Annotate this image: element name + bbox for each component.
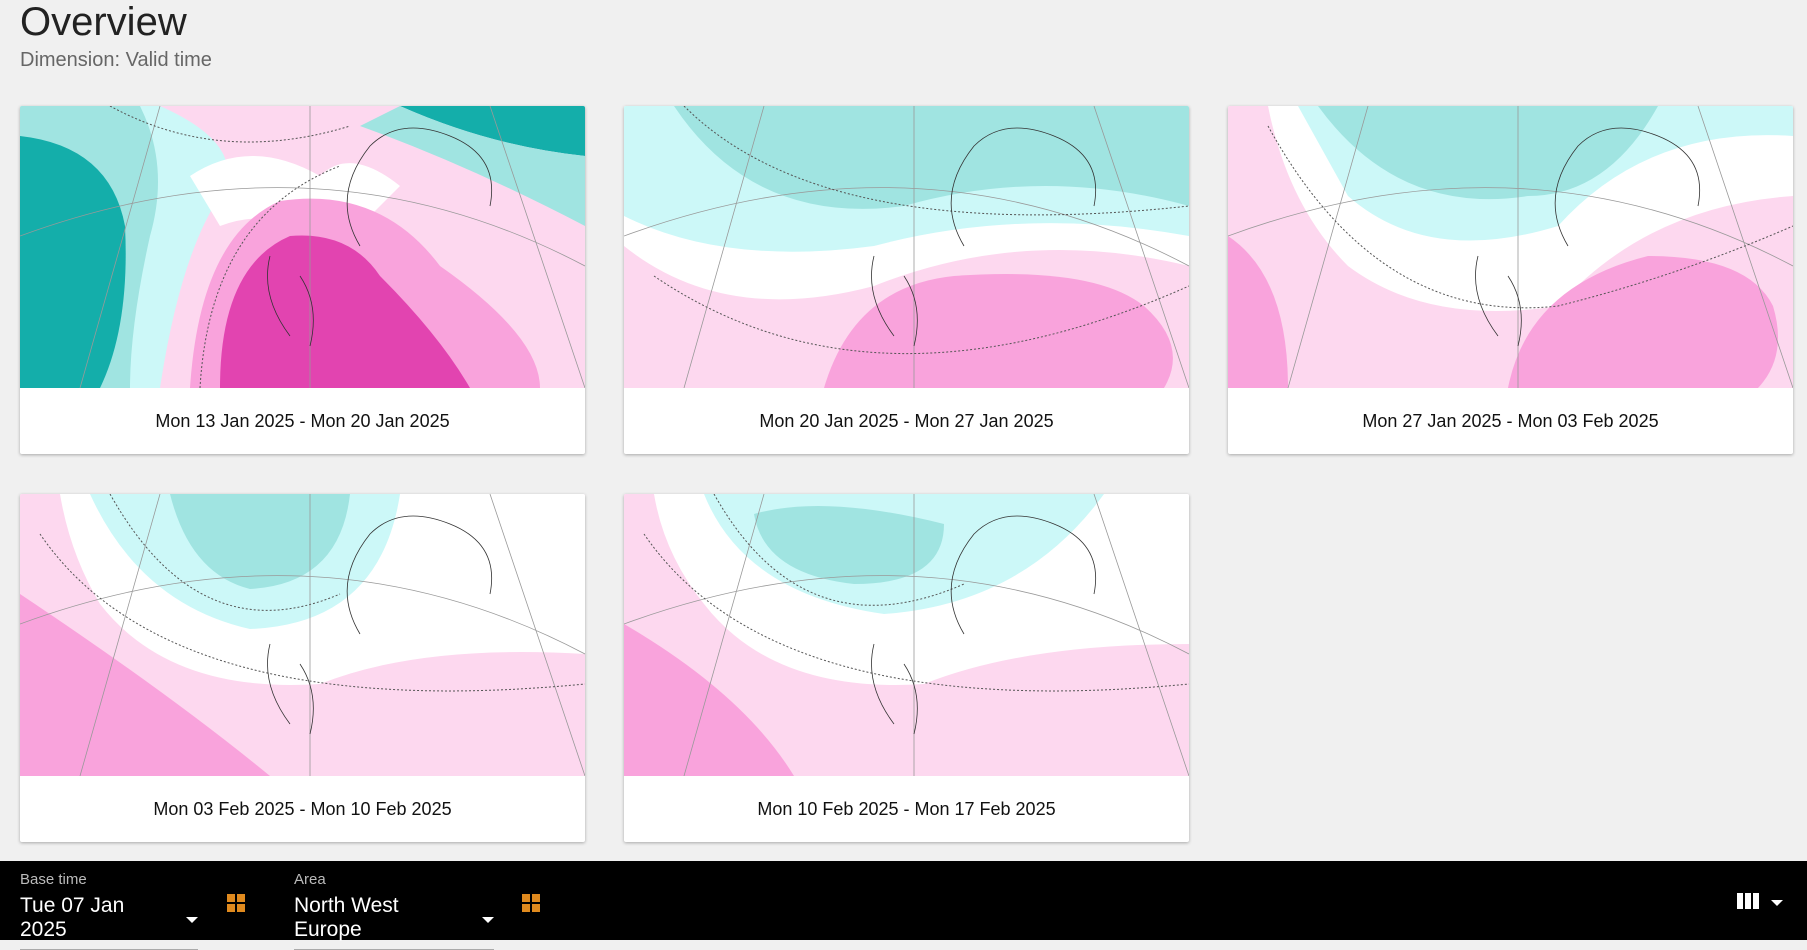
page-subtitle: Dimension: Valid time (20, 49, 212, 71)
map-image (20, 494, 585, 776)
map-image (624, 494, 1189, 776)
grid-icon[interactable] (522, 894, 540, 912)
area-label: Area (294, 871, 326, 888)
columns-icon[interactable] (1737, 893, 1759, 909)
base-time-field: Base time Tue 07 Jan 2025 (20, 871, 198, 950)
map-card[interactable]: Mon 13 Jan 2025 - Mon 20 Jan 2025 (20, 106, 585, 454)
chevron-down-icon (482, 916, 494, 923)
map-card[interactable]: Mon 20 Jan 2025 - Mon 27 Jan 2025 (624, 106, 1189, 454)
card-caption: Mon 03 Feb 2025 - Mon 10 Feb 2025 (153, 798, 452, 819)
base-time-value: Tue 07 Jan 2025 (20, 894, 125, 941)
map-card[interactable]: Mon 10 Feb 2025 - Mon 17 Feb 2025 (624, 494, 1189, 842)
card-caption: Mon 13 Jan 2025 - Mon 20 Jan 2025 (155, 410, 450, 431)
chevron-down-icon[interactable] (1771, 900, 1783, 906)
grid-icon[interactable] (227, 894, 245, 912)
card-caption: Mon 10 Feb 2025 - Mon 17 Feb 2025 (757, 798, 1056, 819)
card-caption: Mon 20 Jan 2025 - Mon 27 Jan 2025 (759, 410, 1054, 431)
map-image (624, 106, 1189, 388)
map-card[interactable]: Mon 27 Jan 2025 - Mon 03 Feb 2025 (1228, 106, 1793, 454)
map-image (1228, 106, 1793, 388)
map-card[interactable]: Mon 03 Feb 2025 - Mon 10 Feb 2025 (20, 494, 585, 842)
map-image (20, 106, 585, 388)
base-time-label: Base time (20, 871, 87, 888)
bottom-toolbar: Base time Tue 07 Jan 2025 Area North Wes… (0, 861, 1807, 950)
page-title: Overview (20, 0, 187, 44)
base-time-select[interactable]: Tue 07 Jan 2025 (20, 894, 198, 950)
area-value: North West Europe (294, 894, 399, 941)
card-caption: Mon 27 Jan 2025 - Mon 03 Feb 2025 (1362, 410, 1659, 431)
area-field: Area North West Europe (294, 871, 494, 950)
chevron-down-icon (186, 916, 198, 923)
area-select[interactable]: North West Europe (294, 894, 494, 950)
